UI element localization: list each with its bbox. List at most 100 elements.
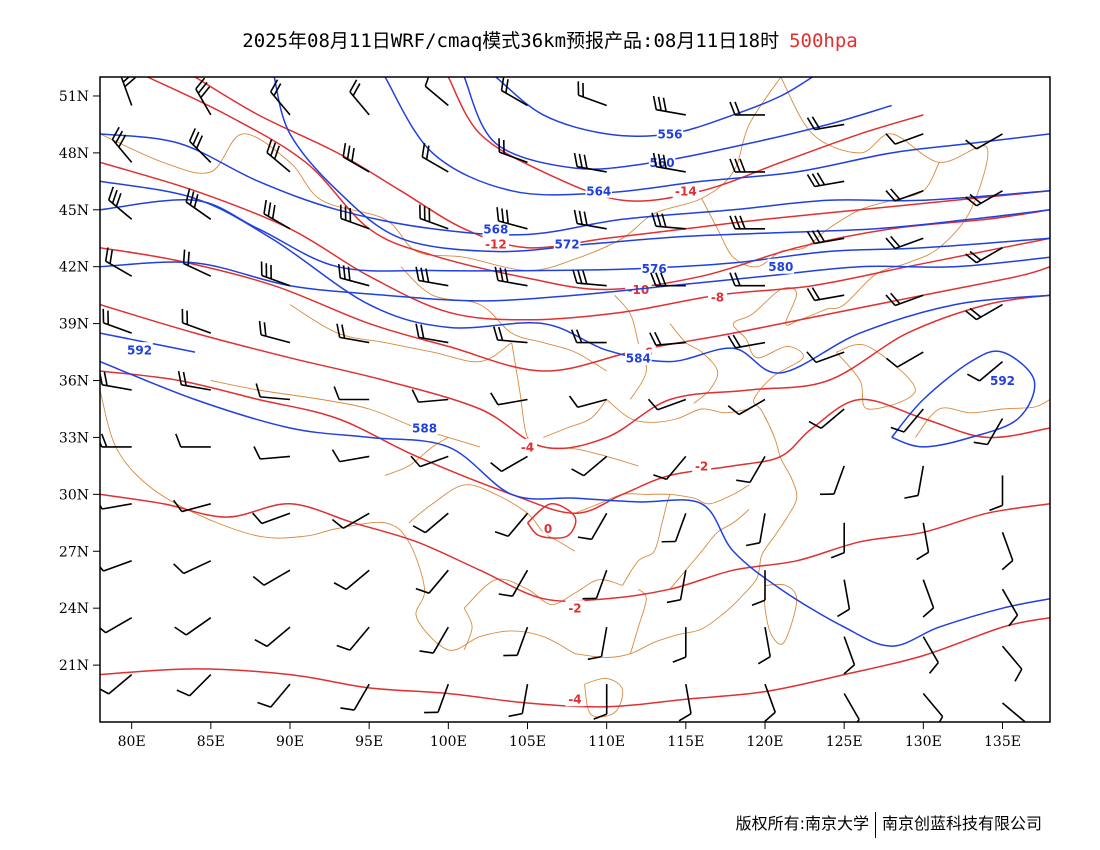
boundary-line: [289, 304, 512, 363]
wind-barb: [890, 408, 924, 433]
wind-barb: [916, 522, 930, 561]
wind-barb: [678, 683, 692, 722]
wind-barb: [666, 570, 687, 604]
wind-barb: [102, 308, 132, 334]
wind-barb: [806, 116, 845, 131]
height-contour-label: 568: [483, 222, 508, 236]
height-contour-label-bg: [482, 220, 510, 236]
boundary-line: [100, 389, 576, 655]
lat-tick-label: 36N: [59, 374, 89, 390]
height-contour-line: [495, 77, 813, 138]
boundary-line: [400, 266, 607, 372]
wind-barb: [1001, 645, 1023, 682]
wind-barb: [1001, 588, 1019, 627]
wind-barb: [729, 272, 765, 287]
wind-barb: [885, 188, 924, 202]
wind-barb: [729, 101, 765, 116]
wind-barb: [830, 522, 846, 559]
wind-barb: [263, 199, 291, 230]
wind-barb: [572, 269, 607, 287]
height-contour-line: [100, 133, 1050, 236]
lon-tick-label: 135E: [984, 734, 1021, 750]
height-contour-line: [384, 77, 1050, 196]
lon-tick-label: 115E: [667, 734, 704, 750]
wind-barb: [415, 266, 449, 287]
wind-barb: [172, 499, 212, 513]
temperature-contour-label: -2: [568, 602, 581, 616]
wind-barb: [424, 683, 450, 714]
lat-tick-label: 51N: [59, 89, 89, 105]
wind-barb: [181, 308, 212, 334]
temperature-contour-label-bg: [692, 457, 712, 473]
temperature-contour-label: 0: [544, 522, 552, 536]
wind-barb: [252, 569, 291, 586]
wind-barb: [503, 626, 529, 657]
lon-tick-label: 130E: [905, 734, 942, 750]
height-contour-label: 572: [555, 237, 580, 251]
wind-barb: [494, 512, 529, 538]
boundary-line: [584, 677, 624, 718]
footer-divider: [874, 811, 876, 838]
wind-barb: [195, 77, 212, 116]
title-main: 2025年08月11日WRF/cmaq模式36km预报产品:08月11日18时: [242, 30, 780, 52]
wind-barb: [568, 395, 607, 409]
wind-barb: [573, 152, 607, 173]
boundary-line: [669, 323, 719, 404]
wind-barb: [653, 455, 687, 481]
copyright-right: 南京创蓝科技有限公司: [881, 814, 1042, 833]
temperature-contour-label-bg: [565, 691, 585, 707]
wind-barb: [729, 215, 765, 230]
temperature-contour-label-bg: [542, 520, 554, 536]
height-contour-label-bg: [585, 182, 612, 198]
temperature-contour-line: [100, 370, 1050, 515]
lon-tick-label: 100E: [430, 734, 467, 750]
wind-barb: [885, 133, 924, 145]
wind-barb: [885, 292, 924, 307]
wind-barb: [490, 392, 528, 406]
height-contour-label-bg: [126, 342, 153, 358]
lat-tick-label: 48N: [59, 146, 89, 162]
temperature-contour-line: [100, 294, 1050, 450]
temperature-contour-line: [447, 77, 924, 202]
wind-barb: [757, 626, 771, 665]
boundary-line: [614, 294, 647, 400]
wind-barb: [843, 636, 856, 675]
wind-barb: [729, 158, 765, 173]
copyright-left: 版权所有:南京大学: [735, 814, 869, 833]
lon-tick-label: 85E: [197, 734, 225, 750]
temperature-contour-label: -14: [675, 184, 697, 198]
wind-barb: [904, 465, 925, 499]
wind-barb: [188, 128, 212, 163]
lon-tick-label: 95E: [355, 734, 383, 750]
lon-tick-label: 110E: [588, 734, 625, 750]
wind-barb: [989, 475, 1004, 512]
temperature-contour-label: -8: [711, 291, 724, 305]
wind-barb: [808, 408, 845, 429]
wind-barb: [661, 513, 687, 543]
wind-barb: [349, 79, 370, 116]
map-title: 2025年08月11日WRF/cmaq模式36km预报产品:08月11日18时 5…: [0, 26, 1100, 53]
boundary-line: [835, 344, 916, 410]
wind-barb: [257, 683, 291, 708]
height-contour-label: 564: [586, 184, 611, 198]
wind-barb: [419, 204, 449, 230]
wind-barb: [340, 683, 370, 711]
wind-barb: [490, 455, 528, 473]
wind-barb: [751, 570, 766, 606]
height-contour-line: [273, 77, 1050, 253]
wind-barb: [922, 636, 939, 674]
height-contour-label-bg: [625, 349, 652, 365]
wind-barb: [922, 579, 935, 618]
wind-barb: [412, 512, 449, 534]
wind-barb: [175, 433, 211, 448]
temperature-contour-label-bg: [565, 600, 585, 616]
wind-barb: [650, 272, 686, 287]
wind-barb: [336, 323, 370, 344]
wind-barb: [255, 383, 291, 401]
wind-barb: [337, 264, 370, 287]
wind-barb: [1001, 702, 1026, 722]
wind-barb: [494, 266, 528, 287]
lat-tick-label: 30N: [59, 487, 89, 503]
wind-barb: [100, 496, 132, 510]
